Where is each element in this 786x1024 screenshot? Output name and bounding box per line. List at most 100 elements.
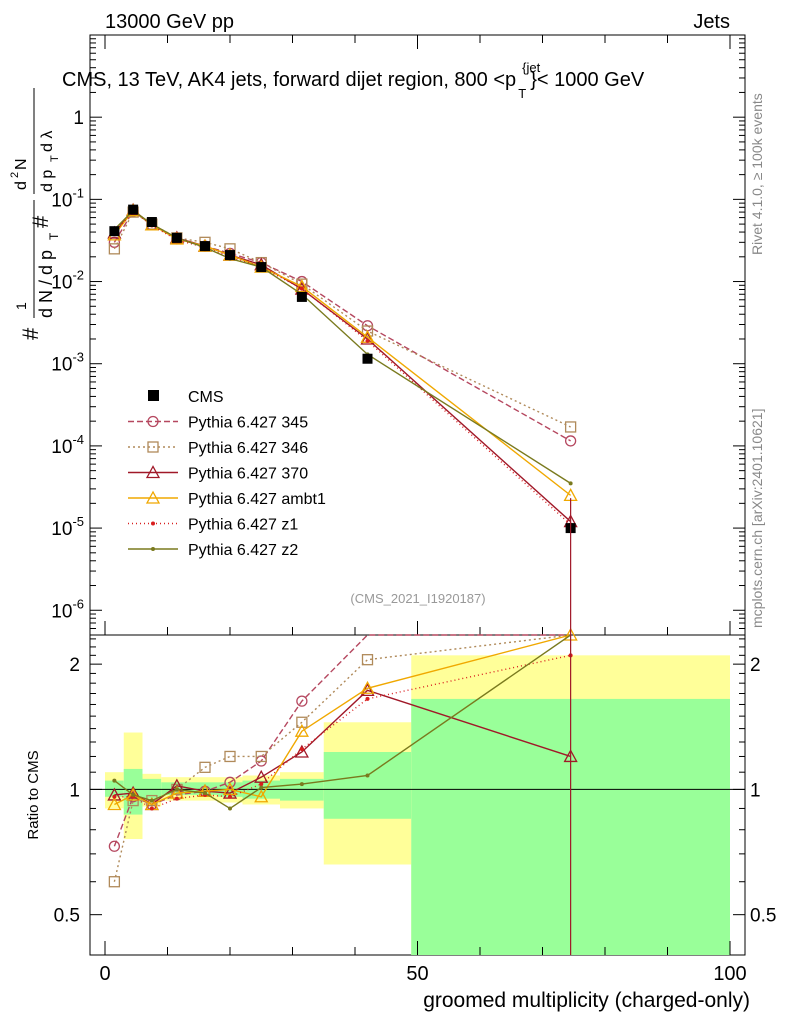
ratio-point-ambt1 [126,787,141,801]
main-ytick-label: 10-1 [51,185,84,211]
ratio-ytick-label-right: 1 [750,780,761,801]
svg-text:2: 2 [9,172,21,178]
svg-text:1: 1 [13,302,29,310]
ratio-point-z2 [203,791,207,796]
ratio-point-z1 [299,747,304,752]
point-p346 [361,325,374,337]
main-ylabel: # 1 d N / d p T # d 2 N d p T d λ [9,88,61,340]
legend-marker-p346 [147,441,159,453]
point-cms [171,232,182,243]
ratio-line-ambt1 [114,634,571,806]
ratio-point-ambt1 [254,789,269,803]
point-ambt1 [294,279,309,293]
x-axis-label: groomed multiplicity (charged-only) [423,989,750,1012]
ratio-point-p346 [108,876,121,888]
legend-label: Pythia 6.427 370 [188,466,308,483]
svg-text:#: # [28,215,53,228]
ratio-ylabel: Ratio to CMS [25,750,42,839]
point-cms [296,291,307,302]
ratio-line-z1 [114,654,571,810]
legend-marker-p370 [145,465,161,479]
ratio-point-z1 [228,794,232,799]
series-line-p346 [113,211,571,428]
ratio-point-p346 [255,750,267,763]
ratio-point-z2 [112,778,117,783]
xtick-label: 50 [406,963,428,985]
xtick-label: 100 [713,963,746,985]
series-cms [109,204,576,955]
ratio-point-z1 [112,794,117,799]
series-line-z1 [113,210,572,526]
main-ytick-label: 1 [73,108,84,129]
legend-marker-cms [148,390,159,401]
ratio-ytick-label: 1 [69,780,80,801]
ratio-point-p346 [296,716,308,728]
series-line-ambt1 [113,209,572,496]
ratio-point-ambt1 [222,782,238,796]
legend-marker-p345 [147,415,159,428]
legend-marker-ambt1 [145,490,161,504]
ratio-point-ambt1 [107,797,122,811]
legend-label: Pythia 6.427 ambt1 [188,491,326,508]
ratio-point-p346 [199,761,211,773]
band-inner [323,751,412,819]
ratio-point-p346 [224,750,236,763]
point-cms [256,262,267,273]
ratio-line-p370 [114,689,571,806]
ratio-point-z2 [299,782,304,787]
ratio-ytick-label-right: 0.5 [750,906,776,927]
series-line-p370 [113,209,572,523]
xtick-label: 0 [99,963,110,985]
ratio-point-z1 [365,696,370,701]
ratio-point-z2 [174,787,179,792]
point-cms [362,353,373,364]
axes: 10-6 10-5 10-4 10-3 10-2 10-1 1 0.5 0.5 1 1 2 2 0 50 10… [51,34,776,985]
svg-text:T: T [49,155,61,162]
ratio-point-z2 [365,773,370,778]
main-ytick-label: 10-6 [51,596,84,622]
ratio-ytick-label: 0.5 [54,906,80,927]
point-z2 [568,481,573,486]
main-ytick-label: 10-4 [51,432,84,458]
svg-text:d p: d p [39,170,56,192]
legend: CMS Pythia 6.427 345 Pythia 6.427 346 Pythi… [128,389,326,559]
ratio-ytick-label-right: 2 [750,655,761,676]
legend-label: Pythia 6.427 346 [188,440,308,457]
point-cms [225,250,235,261]
main-ytick-label: 10-2 [51,268,84,294]
point-z1 [299,286,304,291]
ratio-point-p345 [296,695,308,707]
analysis-tag: (CMS_2021_I1920187) [350,591,485,606]
legend-marker-z1 [151,521,155,526]
legend-label: Pythia 6.427 z2 [188,542,298,559]
ratio-point-z1 [174,796,179,801]
ratio-point-z1 [259,782,264,787]
ratio-point-ambt1 [360,680,375,694]
ratio-point-p345 [108,840,121,852]
point-p346 [108,243,121,255]
band-inner [142,778,162,799]
svg-text:d: d [13,181,30,190]
main-ytick-label: 10-5 [51,514,84,540]
ratio-uncertainty-bands [105,655,730,955]
ratio-point-ambt1 [294,723,309,737]
point-cms [128,204,139,215]
svg-text:T: T [47,232,61,240]
ratio-point-z2 [149,798,154,803]
point-cms [200,241,210,252]
svg-text:d λ: d λ [39,131,56,152]
ratio-line-p345 [113,634,571,847]
series-line-p345 [113,210,571,442]
point-z1 [365,338,370,343]
header-left: 13000 GeV pp [105,11,234,33]
point-cms [146,217,157,228]
header-right: Jets [693,11,730,33]
ratio-point-p370 [107,787,122,801]
ratio-point-z1 [149,806,154,811]
rivet-label: Rivet 4.1.0, ≥ 100k events [749,93,765,255]
legend-label: CMS [188,389,224,406]
svg-text:d N / d p: d N / d p [36,250,56,318]
point-p346 [564,421,577,433]
svg-text:N: N [13,158,30,170]
